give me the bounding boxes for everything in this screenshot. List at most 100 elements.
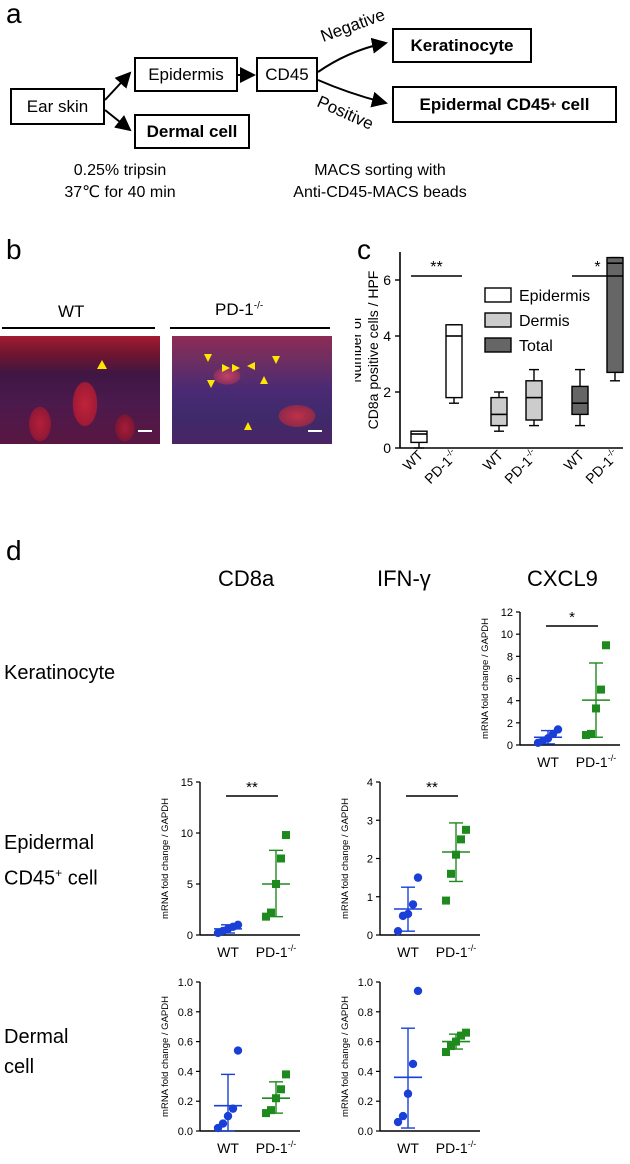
pd1-arrowhead-icon bbox=[207, 380, 215, 388]
y-tick-label: 0.8 bbox=[358, 1007, 373, 1019]
data-point-pd1 bbox=[462, 1028, 470, 1037]
row-label-keratinocyte: Keratinocyte bbox=[4, 662, 116, 684]
y-tick-label: 10 bbox=[181, 828, 193, 840]
panel-label-d: d bbox=[6, 535, 22, 566]
significance-marker: * bbox=[569, 609, 575, 626]
data-point-pd1 bbox=[457, 835, 465, 844]
box-epidermis bbox=[445, 324, 463, 399]
chart-epidermal-cd45-ifng: 0 1 2 3 4 mRNA fold change / GAPDH WT PD-1-/- ** bbox=[340, 777, 480, 960]
legend-label-epidermis: Epidermis bbox=[519, 288, 590, 305]
row-label-dermal-cell: Dermal cell bbox=[4, 1026, 69, 1078]
column-heading-cxcl9: CXCL9 bbox=[527, 566, 598, 591]
box-epidermis bbox=[410, 430, 428, 444]
pd1-arrowhead-icon bbox=[244, 422, 252, 430]
x-tick-label: WT bbox=[217, 1140, 239, 1156]
pd1-arrowhead-icon bbox=[222, 364, 230, 372]
y-tick-label: 10 bbox=[501, 629, 513, 641]
data-point-pd1 bbox=[282, 831, 290, 840]
x-tick-label: WT bbox=[397, 1140, 419, 1156]
wt-micrograph bbox=[0, 336, 160, 444]
significance-marker: ** bbox=[426, 779, 438, 796]
flow-arrows bbox=[104, 37, 388, 132]
data-point-pd1 bbox=[602, 641, 610, 650]
box-dermis bbox=[490, 396, 508, 427]
tripsin-note: 0.25% tripsin 37℃ for 40 min bbox=[64, 162, 176, 201]
y-tick-label: 6 bbox=[507, 674, 513, 686]
y-tick-label: 0.4 bbox=[178, 1066, 193, 1078]
x-tick-label: PD-1-/- bbox=[256, 1139, 296, 1156]
pd1-arrowhead-icon bbox=[260, 376, 268, 384]
pd1-scale-bar bbox=[308, 430, 322, 432]
data-point-wt bbox=[408, 900, 418, 909]
legend-swatch-epidermis bbox=[484, 287, 512, 303]
y-tick-label: 1.0 bbox=[178, 977, 193, 989]
y-tick-label: 8 bbox=[507, 651, 513, 663]
chart-dermal-ifng: 0.0 0.2 0.4 0.6 0.8 1.0 mRNA fold change / GAP… bbox=[340, 977, 480, 1156]
x-tick-label: PD-1-/- bbox=[501, 446, 542, 487]
y-tick-label: 4 bbox=[507, 696, 513, 708]
macs-note: MACS sorting with Anti-CD45-MACS beads bbox=[293, 162, 467, 201]
y-tick-label: 0.4 bbox=[358, 1066, 373, 1078]
y-tick-label: 1.0 bbox=[358, 977, 373, 989]
data-point-pd1 bbox=[447, 869, 455, 878]
data-point-wt bbox=[413, 873, 423, 882]
legend-label-dermis: Dermis bbox=[519, 313, 570, 330]
row-label-epidermal-cd45: Epidermal CD45+ cell bbox=[4, 832, 98, 890]
wt-arrowhead-icon bbox=[97, 360, 107, 369]
y-tick-label: 0 bbox=[367, 930, 373, 942]
panel-label-b: b bbox=[6, 234, 22, 265]
x-tick-label: WT bbox=[399, 446, 426, 473]
column-heading-cd8a: CD8a bbox=[218, 566, 275, 591]
legend-swatch-dermis bbox=[484, 312, 512, 328]
ear-skin-box: Ear skin bbox=[10, 88, 105, 125]
data-point-pd1 bbox=[442, 1048, 450, 1057]
y-axis-label: Number ofCD8a positive cells / HPF bbox=[355, 271, 381, 430]
pd1-arrowhead-icon bbox=[247, 362, 255, 370]
data-point-pd1 bbox=[277, 1085, 285, 1094]
y-tick-label: 2 bbox=[383, 384, 391, 400]
chart-keratinocyte-cxcl9: 0 2 4 6 8 10 12 mRNA fold change / GAPDH WT PD-1-… bbox=[480, 607, 620, 770]
wt-heading-rule bbox=[2, 327, 155, 329]
x-tick-label: PD-1-/- bbox=[256, 943, 296, 960]
pd1-arrowhead-icon bbox=[272, 356, 280, 364]
y-tick-label: 1 bbox=[367, 892, 373, 904]
data-point-pd1 bbox=[262, 1109, 270, 1118]
data-point-pd1 bbox=[267, 1106, 275, 1115]
cd45-box: CD45 bbox=[256, 57, 318, 92]
y-tick-label: 4 bbox=[383, 328, 391, 344]
y-tick-label: 5 bbox=[187, 879, 193, 891]
data-point-wt bbox=[553, 725, 563, 734]
pd1-micrograph bbox=[172, 336, 332, 444]
data-point-pd1 bbox=[587, 729, 595, 738]
x-tick-label: WT bbox=[217, 944, 239, 960]
pd1-heading: PD-1-/- bbox=[215, 300, 264, 319]
y-tick-label: 12 bbox=[501, 607, 513, 619]
x-tick-label: PD-1-/- bbox=[436, 1139, 476, 1156]
y-tick-label: 6 bbox=[383, 272, 391, 288]
y-tick-label: 2 bbox=[367, 854, 373, 866]
x-tick-label: PD-1-/- bbox=[582, 446, 623, 487]
x-tick-label: PD-1-/- bbox=[576, 753, 616, 770]
pd1-arrowhead-icon bbox=[232, 364, 240, 372]
data-point-pd1 bbox=[597, 685, 605, 694]
data-point-pd1 bbox=[462, 825, 470, 834]
data-point-wt bbox=[393, 926, 403, 936]
wt-scale-bar bbox=[138, 430, 152, 432]
x-tick-label: WT bbox=[537, 754, 559, 770]
box-dermis bbox=[525, 380, 543, 421]
y-tick-label: 0.2 bbox=[358, 1096, 373, 1108]
data-point-wt bbox=[228, 1104, 238, 1113]
y-axis-label: mRNA fold change / GAPDH bbox=[480, 618, 491, 739]
data-point-pd1 bbox=[277, 854, 285, 863]
x-tick-label: PD-1-/- bbox=[436, 943, 476, 960]
legend-swatch-total bbox=[484, 337, 512, 353]
chart-epidermal-cd45-cd8a: 0 5 10 15 mRNA fold change / GAPDH WT PD-1-/- *… bbox=[160, 777, 300, 960]
data-point-pd1 bbox=[442, 896, 450, 905]
data-point-pd1 bbox=[582, 731, 590, 740]
y-axis-label: mRNA fold change / GAPDH bbox=[160, 996, 171, 1117]
data-point-pd1 bbox=[262, 912, 270, 921]
pd1-arrowhead-icon bbox=[204, 354, 212, 362]
data-point-wt bbox=[408, 1059, 418, 1069]
epidermal-cd45-box: Epidermal CD45 + cell bbox=[392, 86, 617, 123]
